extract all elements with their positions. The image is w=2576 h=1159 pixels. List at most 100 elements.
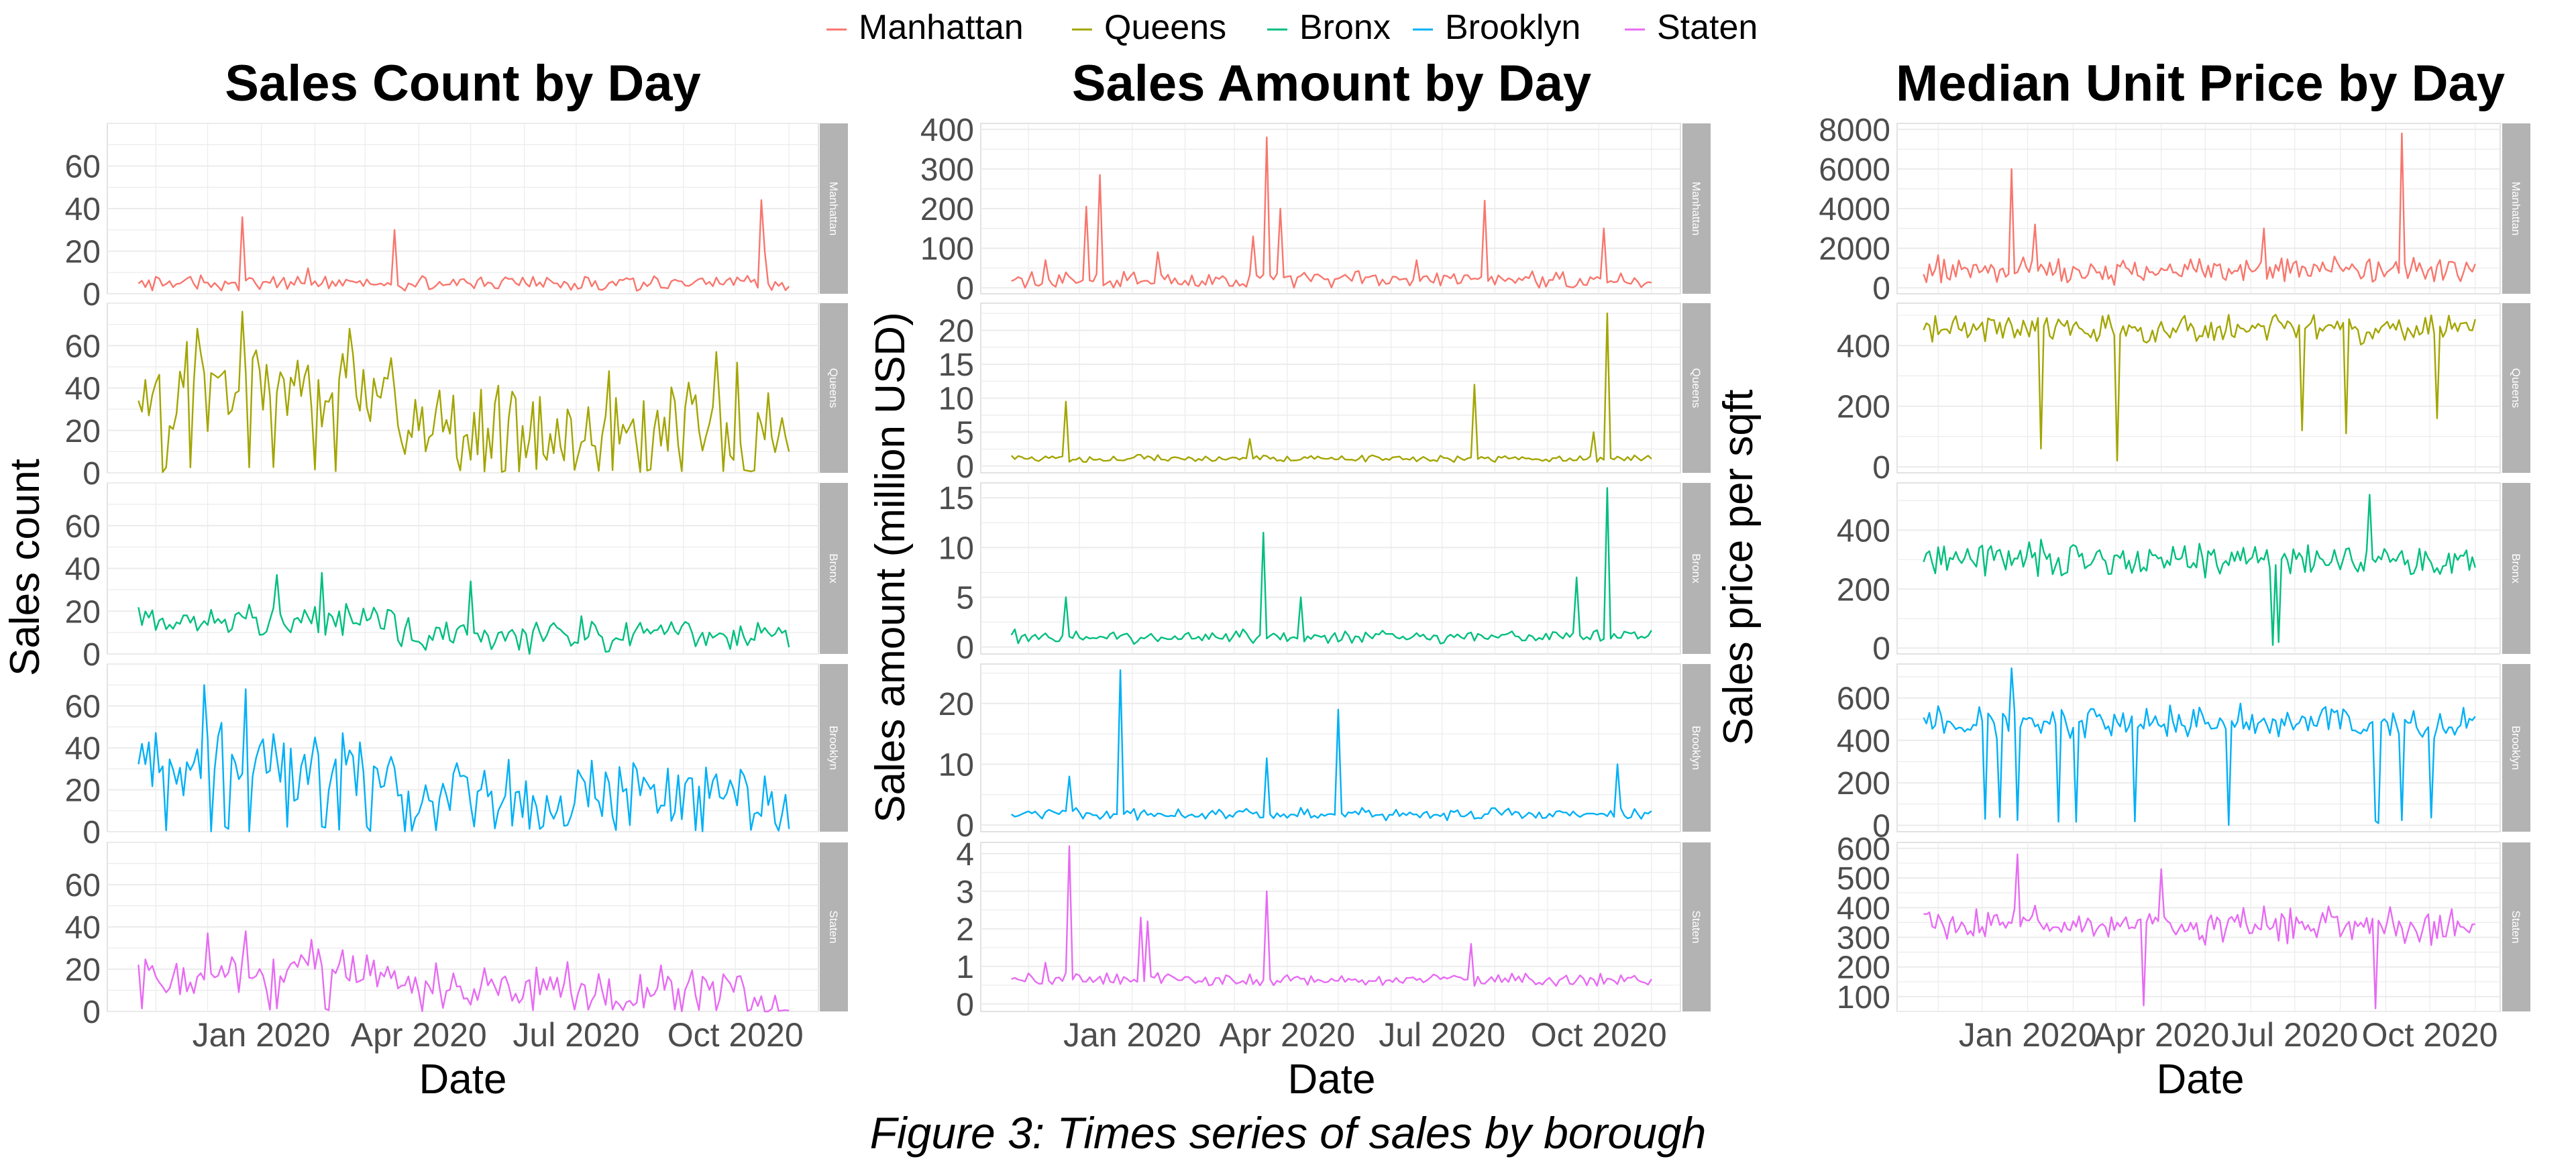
panel-manhattan: 0 20 40 60 Manhattan xyxy=(65,123,848,313)
y-tick-label: 0 xyxy=(956,808,974,844)
y-tick-label: 400 xyxy=(920,113,974,148)
y-tick-label: 15 xyxy=(938,347,974,383)
panel-staten: 0 20 40 60 Staten xyxy=(65,842,848,1030)
chart-3: Median Unit Price by Day Sales price per … xyxy=(1715,55,2530,1103)
y-tick-label: 0 xyxy=(956,271,974,307)
x-tick-label: Jan 2020 xyxy=(193,1016,331,1054)
panel-bronx: 0 5 10 15 Bronx xyxy=(938,481,1711,666)
y-tick-label: 2 xyxy=(956,912,974,948)
facet-label: Bronx xyxy=(827,553,840,584)
y-tick-label: 200 xyxy=(1837,766,1890,802)
facet-label: Queens xyxy=(2510,368,2522,408)
y-tick-label: 5 xyxy=(956,415,974,451)
y-tick-label: 15 xyxy=(938,481,974,516)
facet-label: Staten xyxy=(2510,910,2522,943)
facet-strip xyxy=(820,664,848,832)
y-tick-label: 4 xyxy=(956,837,974,873)
y-tick-label: 0 xyxy=(956,630,974,666)
x-tick-label: Apr 2020 xyxy=(2093,1016,2229,1054)
y-tick-label: 3 xyxy=(956,875,974,910)
y-tick-label: 20 xyxy=(65,594,101,630)
legend: Manhattan Queens Bronx Brooklyn Staten xyxy=(826,8,1758,47)
facet-strip xyxy=(820,303,848,473)
x-tick-label: Apr 2020 xyxy=(1219,1016,1355,1054)
panel-background xyxy=(1896,302,2501,474)
facet-strip xyxy=(2502,664,2530,832)
panel-queens: 0 20 40 60 Queens xyxy=(65,302,848,492)
y-tick-label: 10 xyxy=(938,747,974,783)
facet-strip xyxy=(2502,842,2530,1011)
chart-title: Median Unit Price by Day xyxy=(1896,55,2505,112)
series-line-bronx xyxy=(1923,494,2476,646)
x-tick-label: Jul 2020 xyxy=(1379,1016,1505,1054)
x-tick-label: Oct 2020 xyxy=(1531,1016,1667,1054)
panel-manhattan: 0 2000 4000 6000 8000 Manhattan xyxy=(1819,113,2530,307)
y-tick-label: 0 xyxy=(1872,450,1890,486)
panel-queens: 0 200 400 Queens xyxy=(1837,302,2530,486)
facet-strip xyxy=(1682,123,1711,294)
series-line-bronx xyxy=(138,571,790,655)
facet-strip xyxy=(820,483,848,654)
panel-brooklyn: 0 10 20 Brooklyn xyxy=(938,663,1711,844)
panel-background xyxy=(980,842,1681,1012)
y-tick-label: 400 xyxy=(1837,724,1890,759)
series-line-bronx xyxy=(1010,487,1652,645)
y-tick-label: 40 xyxy=(65,910,101,946)
facet-label: Manhattan xyxy=(827,182,840,235)
x-axis-label: Date xyxy=(2157,1056,2245,1103)
x-tick-label: Oct 2020 xyxy=(667,1016,804,1054)
facet-label: Brooklyn xyxy=(1690,726,1703,770)
legend-label-queens: Queens xyxy=(1104,8,1226,47)
panel-background xyxy=(980,663,1681,832)
x-tick-label: Oct 2020 xyxy=(2362,1016,2498,1054)
y-tick-label: 0 xyxy=(1872,271,1890,307)
y-tick-label: 20 xyxy=(938,687,974,722)
y-tick-label: 10 xyxy=(938,531,974,566)
panel-bronx: 0 200 400 Bronx xyxy=(1837,482,2530,667)
facet-strip xyxy=(2502,483,2530,654)
y-tick-label: 400 xyxy=(1837,329,1890,364)
x-tick-label: Apr 2020 xyxy=(351,1016,487,1054)
legend-label-brooklyn: Brooklyn xyxy=(1445,8,1580,47)
y-tick-label: 40 xyxy=(65,372,101,407)
legend-label-manhattan: Manhattan xyxy=(859,8,1024,47)
facet-label: Staten xyxy=(827,910,840,943)
facet-label: Brooklyn xyxy=(827,726,840,770)
x-tick-label: Jan 2020 xyxy=(1063,1016,1201,1054)
x-tick-label: Jul 2020 xyxy=(2231,1016,2358,1054)
facet-strip xyxy=(2502,123,2530,294)
series-line-queens xyxy=(1010,313,1652,463)
y-tick-label: 60 xyxy=(65,509,101,545)
y-tick-label: 100 xyxy=(920,231,974,267)
y-tick-label: 60 xyxy=(65,868,101,903)
y-tick-label: 0 xyxy=(1872,631,1890,667)
series-line-brooklyn xyxy=(1923,667,2476,826)
facet-strip xyxy=(820,123,848,294)
panel-background xyxy=(980,482,1681,655)
facet-strip xyxy=(2502,303,2530,473)
y-tick-label: 8000 xyxy=(1819,113,1890,148)
y-tick-label: 300 xyxy=(1837,920,1890,956)
facet-strip xyxy=(820,842,848,1011)
y-tick-label: 500 xyxy=(1837,861,1890,897)
figure-caption: Figure 3: Times series of sales by borou… xyxy=(870,1108,1707,1158)
panel-bronx: 0 20 40 60 Bronx xyxy=(65,482,848,673)
facet-strip xyxy=(1682,303,1711,473)
facet-label: Staten xyxy=(1690,910,1703,943)
series-line-brooklyn xyxy=(138,684,790,832)
y-tick-label: 300 xyxy=(920,152,974,188)
facet-label: Brooklyn xyxy=(2510,726,2522,770)
y-tick-label: 400 xyxy=(1837,513,1890,549)
y-tick-label: 20 xyxy=(65,773,101,809)
panel-background xyxy=(1896,842,2501,1012)
panel-brooklyn: 0 200 400 600 Brooklyn xyxy=(1837,663,2530,844)
chart-2: Sales Amount by Day Sales amount (million… xyxy=(867,55,1711,1103)
facet-strip xyxy=(1682,483,1711,654)
y-tick-label: 0 xyxy=(1872,809,1890,844)
facet-strip xyxy=(1682,842,1711,1011)
series-line-staten xyxy=(1011,845,1652,987)
y-tick-label: 0 xyxy=(83,815,101,850)
series-line-manhattan xyxy=(1011,136,1652,289)
y-tick-label: 40 xyxy=(65,731,101,767)
